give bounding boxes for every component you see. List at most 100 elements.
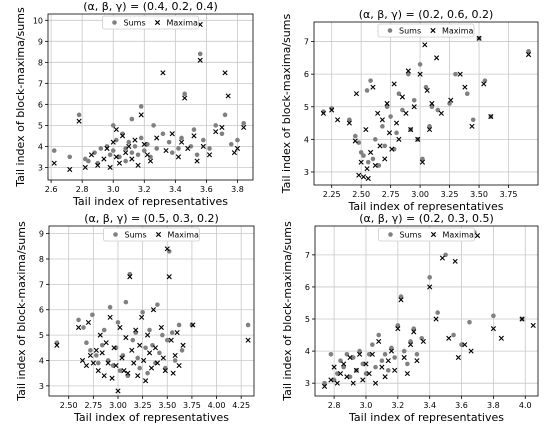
maxima-point bbox=[363, 126, 369, 133]
sums-point bbox=[145, 370, 150, 376]
maxima-point bbox=[175, 154, 182, 160]
sums-point bbox=[213, 123, 219, 128]
maxima-point bbox=[119, 355, 125, 361]
maxima-point bbox=[163, 147, 169, 154]
sums-point bbox=[169, 150, 175, 155]
x-tick-label: 2.8 bbox=[328, 401, 341, 410]
maxima-point bbox=[135, 162, 141, 168]
sums-point bbox=[81, 325, 86, 330]
sums-point bbox=[169, 330, 175, 335]
y-tick-label: 7 bbox=[39, 280, 44, 289]
x-tick-label: 3.8 bbox=[231, 185, 244, 194]
sums-point bbox=[467, 319, 472, 325]
sums-point bbox=[491, 313, 496, 319]
maxima-point bbox=[350, 380, 356, 386]
maxima-point bbox=[424, 87, 430, 94]
sums-point bbox=[427, 275, 432, 280]
sums-point bbox=[176, 146, 181, 151]
sums-point bbox=[451, 332, 456, 338]
sums-point bbox=[365, 159, 371, 165]
maxima-point bbox=[111, 345, 117, 351]
maxima-point bbox=[457, 71, 463, 77]
maxima-point bbox=[370, 84, 376, 90]
legend-sums-marker bbox=[113, 232, 118, 237]
x-tick-label: 4.00 bbox=[208, 401, 226, 410]
maxima-point bbox=[234, 145, 241, 152]
maxima-point bbox=[372, 380, 379, 386]
maxima-point bbox=[185, 145, 191, 152]
sums-point bbox=[358, 150, 364, 155]
sums-point bbox=[395, 323, 401, 328]
maxima-point bbox=[519, 316, 525, 322]
maxima-point bbox=[376, 338, 382, 345]
maxima-point bbox=[377, 143, 383, 149]
y-tick-label: 3 bbox=[304, 168, 309, 177]
maxima-point bbox=[429, 100, 435, 107]
sums-point bbox=[464, 91, 470, 97]
legend-maxima-marker bbox=[430, 27, 436, 34]
legend: Sums Maxima bbox=[103, 227, 200, 242]
y-tick-label: 6 bbox=[38, 100, 43, 109]
maxima-point bbox=[160, 355, 166, 361]
sums-point bbox=[76, 112, 82, 118]
y-tick-label: 5 bbox=[305, 315, 310, 324]
maxima-point bbox=[154, 135, 160, 141]
maxima-point bbox=[190, 322, 196, 328]
legend-sums-marker bbox=[112, 20, 117, 25]
maxima-point bbox=[158, 324, 164, 331]
sums-point bbox=[384, 104, 390, 110]
sums-point bbox=[470, 117, 476, 123]
maxima-point bbox=[123, 150, 129, 156]
sums-point bbox=[360, 361, 366, 367]
x-tick-label: 2.75 bbox=[84, 401, 102, 410]
maxima-point bbox=[168, 337, 174, 343]
x-tick-label: 4.25 bbox=[232, 401, 250, 410]
legend-box bbox=[102, 15, 199, 30]
sums-point bbox=[191, 127, 197, 132]
sums-point bbox=[396, 91, 402, 97]
maxima-point bbox=[95, 368, 101, 374]
sums-point bbox=[117, 154, 122, 160]
scatter-panel-3: 2.50 2.75 3.00 3.25 3.50 3.75 4.00 4.25 3 4 5 6 7 8 9 S… bbox=[15, 212, 255, 424]
maxima-point bbox=[103, 340, 109, 346]
x-tick-label: 3.00 bbox=[109, 401, 127, 410]
maxima-point bbox=[320, 110, 327, 116]
x-tick-label: 3.25 bbox=[441, 190, 459, 199]
sums-point bbox=[151, 123, 156, 128]
sums-point bbox=[92, 150, 97, 155]
y-tick-label: 9 bbox=[38, 37, 43, 46]
y-tick-label: 6 bbox=[39, 306, 44, 315]
y-tick-label: 4 bbox=[38, 142, 43, 151]
maxima-point bbox=[85, 319, 92, 326]
chart-title: (α, β, γ) = (0.4, 0.2, 0.4) bbox=[83, 0, 218, 13]
maxima-point bbox=[395, 326, 401, 332]
maxima-point bbox=[200, 143, 206, 149]
maxima-point bbox=[407, 342, 414, 348]
maxima-point bbox=[411, 104, 417, 110]
maxima-point bbox=[164, 246, 170, 252]
sums-point bbox=[179, 135, 184, 141]
sums-point bbox=[322, 380, 327, 386]
maxima-point bbox=[127, 274, 133, 280]
sums-point bbox=[373, 364, 378, 370]
maxima-point bbox=[126, 143, 132, 149]
maxima-point bbox=[462, 84, 468, 90]
legend-box bbox=[377, 23, 475, 38]
sums-point bbox=[135, 152, 141, 158]
legend: Sums Maxima bbox=[378, 227, 475, 242]
sums-point bbox=[235, 137, 240, 143]
maxima-point bbox=[180, 342, 186, 348]
sums-point bbox=[164, 337, 170, 343]
sums-point bbox=[385, 368, 391, 373]
maxima-point bbox=[365, 175, 371, 182]
sums-point bbox=[394, 130, 399, 136]
maxima-point bbox=[375, 110, 381, 116]
sums-point bbox=[382, 143, 388, 149]
legend-sums-label: Sums bbox=[124, 19, 146, 28]
sums-point bbox=[347, 374, 353, 380]
sums-point bbox=[117, 368, 123, 373]
maxima-point bbox=[119, 133, 126, 139]
maxima-point bbox=[142, 378, 149, 384]
